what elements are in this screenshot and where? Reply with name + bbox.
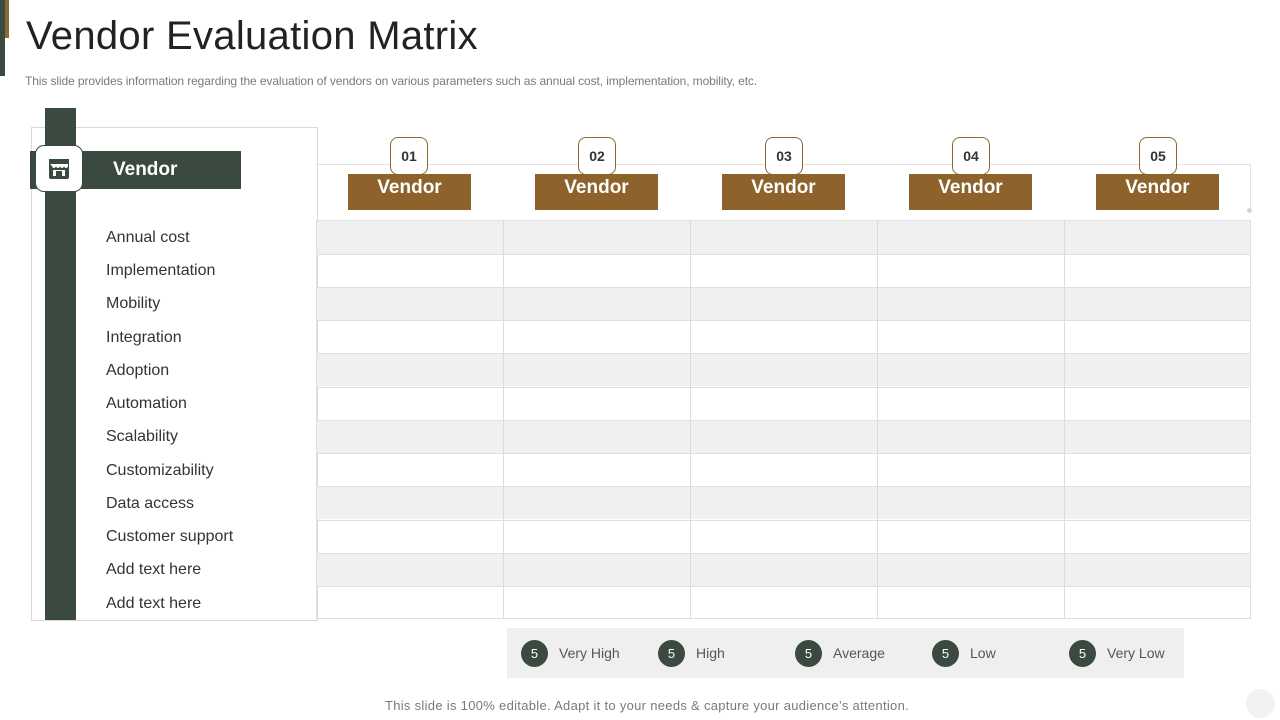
grid-row <box>317 453 1250 486</box>
legend-label: High <box>696 645 725 661</box>
parameter-label: Customer support <box>106 528 234 545</box>
vendor-column-header: Vendor <box>909 174 1032 210</box>
grid-row <box>317 520 1250 553</box>
vendor-number-badge: 03 <box>765 137 803 175</box>
grid-row <box>317 486 1250 519</box>
grid-row <box>317 420 1250 453</box>
grid-row-divider <box>317 553 1250 554</box>
grid-row <box>317 221 1250 254</box>
grid-row-divider <box>317 254 1250 255</box>
vendor-column-header: Vendor <box>348 174 471 210</box>
parameter-label: Add text here <box>106 561 202 578</box>
grid-row <box>317 287 1250 320</box>
vendor-number-badge: 02 <box>578 137 616 175</box>
page-subtitle: This slide provides information regardin… <box>25 74 758 88</box>
grid-row-divider <box>317 486 1250 487</box>
legend-item-very-low: 5 Very Low <box>1069 639 1165 667</box>
vendor-number-badge: 04 <box>952 137 990 175</box>
slide-corner-marker <box>1246 689 1275 718</box>
grid-row-divider <box>317 353 1250 354</box>
parameter-label: Mobility <box>106 295 161 312</box>
grid-row-divider <box>317 586 1250 587</box>
legend-label: Very Low <box>1107 645 1165 661</box>
vendor-column-header: Vendor <box>535 174 658 210</box>
parameter-panel <box>31 127 318 621</box>
legend-rating-dot: 5 <box>1069 639 1096 667</box>
legend-item-average: 5 Average <box>795 639 885 667</box>
grid-row-divider <box>317 320 1250 321</box>
slide-accent-bar <box>0 0 5 76</box>
grid-row <box>317 586 1250 619</box>
parameter-label: Scalability <box>106 428 179 445</box>
grid-row <box>317 353 1250 386</box>
legend-label: Low <box>970 645 996 661</box>
parameter-label: Automation <box>106 395 187 412</box>
grid-column-divider <box>690 221 691 618</box>
page-title: Vendor Evaluation Matrix <box>26 14 478 58</box>
vendor-column-header: Vendor <box>722 174 845 210</box>
grid-row-divider <box>317 287 1250 288</box>
vendor-column-header: Vendor <box>1096 174 1219 210</box>
legend-label: Average <box>833 645 885 661</box>
parameter-label: Customizability <box>106 462 214 479</box>
evaluation-grid <box>316 220 1251 619</box>
grid-row <box>317 320 1250 353</box>
grid-row-divider <box>317 520 1250 521</box>
parameter-label: Data access <box>106 495 195 512</box>
slide-accent-bar-gold <box>5 0 9 38</box>
parameter-label: Add text here <box>106 595 202 612</box>
legend-item-high: 5 High <box>658 639 725 667</box>
parameter-label: Annual cost <box>106 229 190 246</box>
corner-dot <box>1247 208 1252 213</box>
grid-row-divider <box>317 420 1250 421</box>
parameter-label: Implementation <box>106 262 216 279</box>
legend-rating-dot: 5 <box>795 639 822 667</box>
store-icon <box>35 145 83 192</box>
parameter-panel-strip <box>45 108 76 620</box>
grid-row <box>317 387 1250 420</box>
grid-column-divider <box>503 221 504 618</box>
parameter-label: Integration <box>106 329 182 346</box>
legend-rating-dot: 5 <box>658 639 685 667</box>
header-divider-right <box>1250 164 1251 210</box>
grid-column-divider <box>877 221 878 618</box>
grid-row <box>317 254 1250 287</box>
parameter-label: Adoption <box>106 362 170 379</box>
legend-item-low: 5 Low <box>932 639 996 667</box>
parameter-header-label: Vendor <box>113 159 178 180</box>
grid-row-divider <box>317 453 1250 454</box>
legend-item-very-high: 5 Very High <box>521 639 620 667</box>
legend-rating-dot: 5 <box>932 639 959 667</box>
rating-legend: 5 Very High 5 High 5 Average 5 Low 5 Ver… <box>507 628 1184 678</box>
legend-label: Very High <box>559 645 620 661</box>
grid-row <box>317 553 1250 586</box>
grid-column-divider <box>1064 221 1065 618</box>
vendor-number-badge: 01 <box>390 137 428 175</box>
footer-note: This slide is 100% editable. Adapt it to… <box>384 698 910 713</box>
grid-row-divider <box>317 387 1250 388</box>
legend-rating-dot: 5 <box>521 639 548 667</box>
vendor-number-badge: 05 <box>1139 137 1177 175</box>
